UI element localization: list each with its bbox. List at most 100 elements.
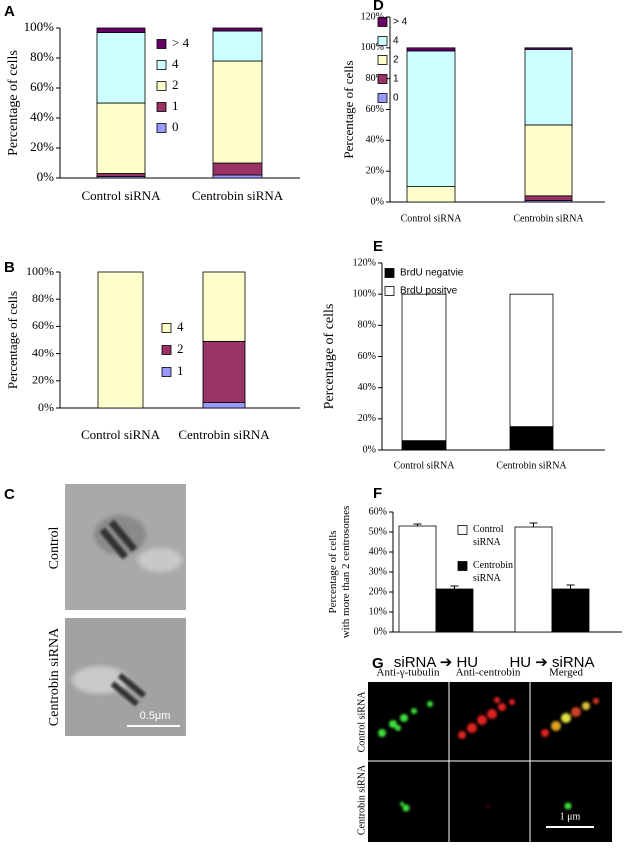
bar-segment xyxy=(96,27,146,33)
y-tick-label: 40% xyxy=(366,135,384,146)
y-tick-label: 0% xyxy=(374,626,387,637)
y-tick-label: 120% xyxy=(353,257,376,268)
legend-swatch xyxy=(156,81,167,91)
legend-label: 1 xyxy=(172,98,179,113)
bar-segment xyxy=(97,271,144,409)
y-tick-label: 0% xyxy=(371,196,384,207)
bar-segment xyxy=(524,48,573,126)
legend-label: > 4 xyxy=(393,17,408,28)
panel-letter: F xyxy=(373,485,382,502)
legend-swatch xyxy=(377,17,388,27)
chart-panel: B Percentage of cells 0% 20% 40% 60% 80% 100% Co… xyxy=(4,259,300,442)
bar-segment xyxy=(401,440,447,451)
legend-swatch xyxy=(377,74,388,84)
y-axis-label: Percentage of cells xyxy=(6,50,21,156)
bar-segment xyxy=(96,32,146,104)
y-axis-label: Percentage of cells xyxy=(322,304,337,410)
legend-swatch xyxy=(156,39,167,49)
legend-swatch xyxy=(156,60,167,70)
x-tick-label: Centrobin siRNA xyxy=(496,460,567,471)
bar xyxy=(514,526,553,633)
legend-swatch xyxy=(457,525,468,535)
legend-swatch xyxy=(457,561,468,571)
bar-segment xyxy=(96,173,146,177)
y-tick-label: 80% xyxy=(32,291,54,305)
legend-label: 0 xyxy=(172,119,179,134)
bar-segment xyxy=(212,27,263,32)
legend-label: Centrobin siRNA xyxy=(473,560,513,584)
y-tick-label: 40% xyxy=(32,345,54,359)
bar-segment xyxy=(524,47,573,50)
column-label: Merged xyxy=(549,667,584,679)
bar-segment xyxy=(202,340,246,403)
bar-segment xyxy=(202,271,246,342)
y-tick-label: 80% xyxy=(358,320,376,331)
y-tick-label: 0% xyxy=(38,400,54,414)
x-tick-label: Control siRNA xyxy=(401,213,463,224)
panel-letter: E xyxy=(373,238,383,255)
legend-swatch xyxy=(377,36,388,46)
legend-label-line: siRNA xyxy=(473,573,502,584)
y-tick-label: 100% xyxy=(24,19,55,34)
y-tick-label: 100% xyxy=(353,288,376,299)
y-tick-label: 50% xyxy=(369,526,387,537)
legend-swatch xyxy=(377,93,388,103)
panel-letter: C xyxy=(4,486,15,503)
row-label: Centrobin siRNA xyxy=(47,627,62,726)
legend-swatch xyxy=(384,286,395,296)
legend-label: 1 xyxy=(393,74,399,85)
bar-segment xyxy=(202,402,246,409)
chart-panel: F Percentage of cells with more than 2 cen… xyxy=(327,485,622,671)
y-tick-label: 60% xyxy=(358,351,376,362)
y-tick-label: 60% xyxy=(366,104,384,115)
row-label: Control xyxy=(47,527,62,570)
bar xyxy=(551,588,590,633)
y-axis-label: Percentage of cells xyxy=(5,291,20,389)
x-tick-label: Centrobin siRNA xyxy=(192,188,284,203)
y-tick-label: 30% xyxy=(369,566,387,577)
legend-label: 4 xyxy=(393,36,399,47)
y-tick-label: 40% xyxy=(30,109,54,124)
legend-label-line: siRNA xyxy=(473,537,502,548)
bar-segment xyxy=(212,60,263,164)
legend-swatch xyxy=(384,268,395,278)
legend-label: Control siRNA xyxy=(473,524,504,548)
bar-segment xyxy=(212,162,263,176)
legend-swatch xyxy=(161,345,172,355)
y-tick-label: 60% xyxy=(369,506,387,517)
legend-label: 2 xyxy=(393,55,399,66)
em-image xyxy=(65,484,186,610)
y-tick-label: 20% xyxy=(366,165,384,176)
column-label: Anti-γ-tubulin xyxy=(377,667,440,679)
scale-label: 0.5μm xyxy=(140,710,171,722)
fluorescence-image xyxy=(368,682,612,842)
x-tick-label: Control siRNA xyxy=(81,427,161,442)
y-tick-label: 60% xyxy=(32,318,54,332)
y-tick-label: 80% xyxy=(366,73,384,84)
legend-swatch xyxy=(161,367,172,377)
y-tick-label: 40% xyxy=(369,546,387,557)
y-tick-label: 20% xyxy=(32,373,54,387)
chart-panel: A Percentage of cells 0% 20% 40% 60% 80% 100% Co… xyxy=(4,3,300,203)
panel-letter: D xyxy=(373,0,384,14)
y-tick-label: 10% xyxy=(369,606,387,617)
bar-segment xyxy=(406,47,456,52)
bar-segment xyxy=(96,102,146,174)
y-tick-label: 0% xyxy=(37,169,55,184)
y-axis-label: with more than 2 centrosomes xyxy=(340,506,352,639)
x-tick-label: Centrobin siRNA xyxy=(178,427,270,442)
x-tick-label: HU ➔ siRNA xyxy=(509,654,594,671)
panel-letter: A xyxy=(4,3,15,20)
legend-label: BrdU positve xyxy=(400,286,458,297)
y-tick-label: 20% xyxy=(369,586,387,597)
y-tick-label: 20% xyxy=(358,413,376,424)
legend-label: 1 xyxy=(177,363,184,378)
y-axis-label: Percentage of cells xyxy=(341,60,356,158)
legend-label: 2 xyxy=(172,77,179,92)
y-tick-label: 100% xyxy=(26,264,54,278)
legend-label-line: Centrobin xyxy=(473,560,513,571)
legend-label: 0 xyxy=(393,93,399,104)
panel-letter: B xyxy=(4,259,15,276)
